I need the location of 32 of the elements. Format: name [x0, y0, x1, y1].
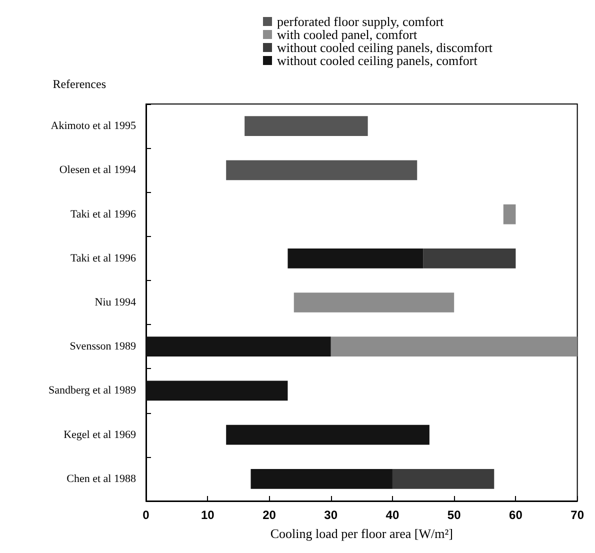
y-tick-label: Taki et al 1996	[70, 208, 136, 220]
y-tick-label: Sandberg et al 1989	[48, 384, 136, 397]
x-tick-label: 10	[200, 508, 215, 522]
bar	[503, 204, 516, 224]
x-tick-label: 60	[509, 508, 523, 522]
legend-label: perforated floor supply, comfort	[277, 14, 444, 29]
x-tick-label: 0	[142, 508, 150, 522]
bar	[288, 248, 424, 268]
bar	[294, 292, 454, 312]
y-tick-label: Akimoto et al 1995	[50, 120, 136, 132]
y-tick-label: Chen et al 1988	[66, 472, 136, 485]
bar	[146, 336, 331, 357]
x-tick-label: 40	[386, 508, 400, 522]
bar	[423, 248, 516, 268]
y-tick-label: Niu 1994	[94, 296, 136, 308]
x-tick-label: 70	[570, 508, 584, 522]
x-tick-label: 30	[324, 508, 338, 522]
bar	[392, 469, 494, 489]
x-tick-label: 50	[447, 508, 462, 522]
x-axis-title: Cooling load per floor area [W/m²]	[270, 526, 453, 541]
bar	[146, 380, 288, 401]
y-tick-label: Svensson 1989	[70, 340, 136, 353]
y-tick-label: Olesen et al 1994	[59, 164, 136, 176]
y-axis-title: References	[52, 77, 106, 91]
y-tick-label: Kegel et al 1969	[64, 428, 136, 441]
x-tick-label: 20	[262, 508, 276, 522]
bar	[250, 469, 392, 489]
bar	[226, 424, 430, 445]
bar	[226, 160, 418, 180]
y-tick-label: Taki et al 1996	[70, 252, 136, 264]
bar	[330, 336, 578, 357]
bar	[244, 116, 368, 136]
